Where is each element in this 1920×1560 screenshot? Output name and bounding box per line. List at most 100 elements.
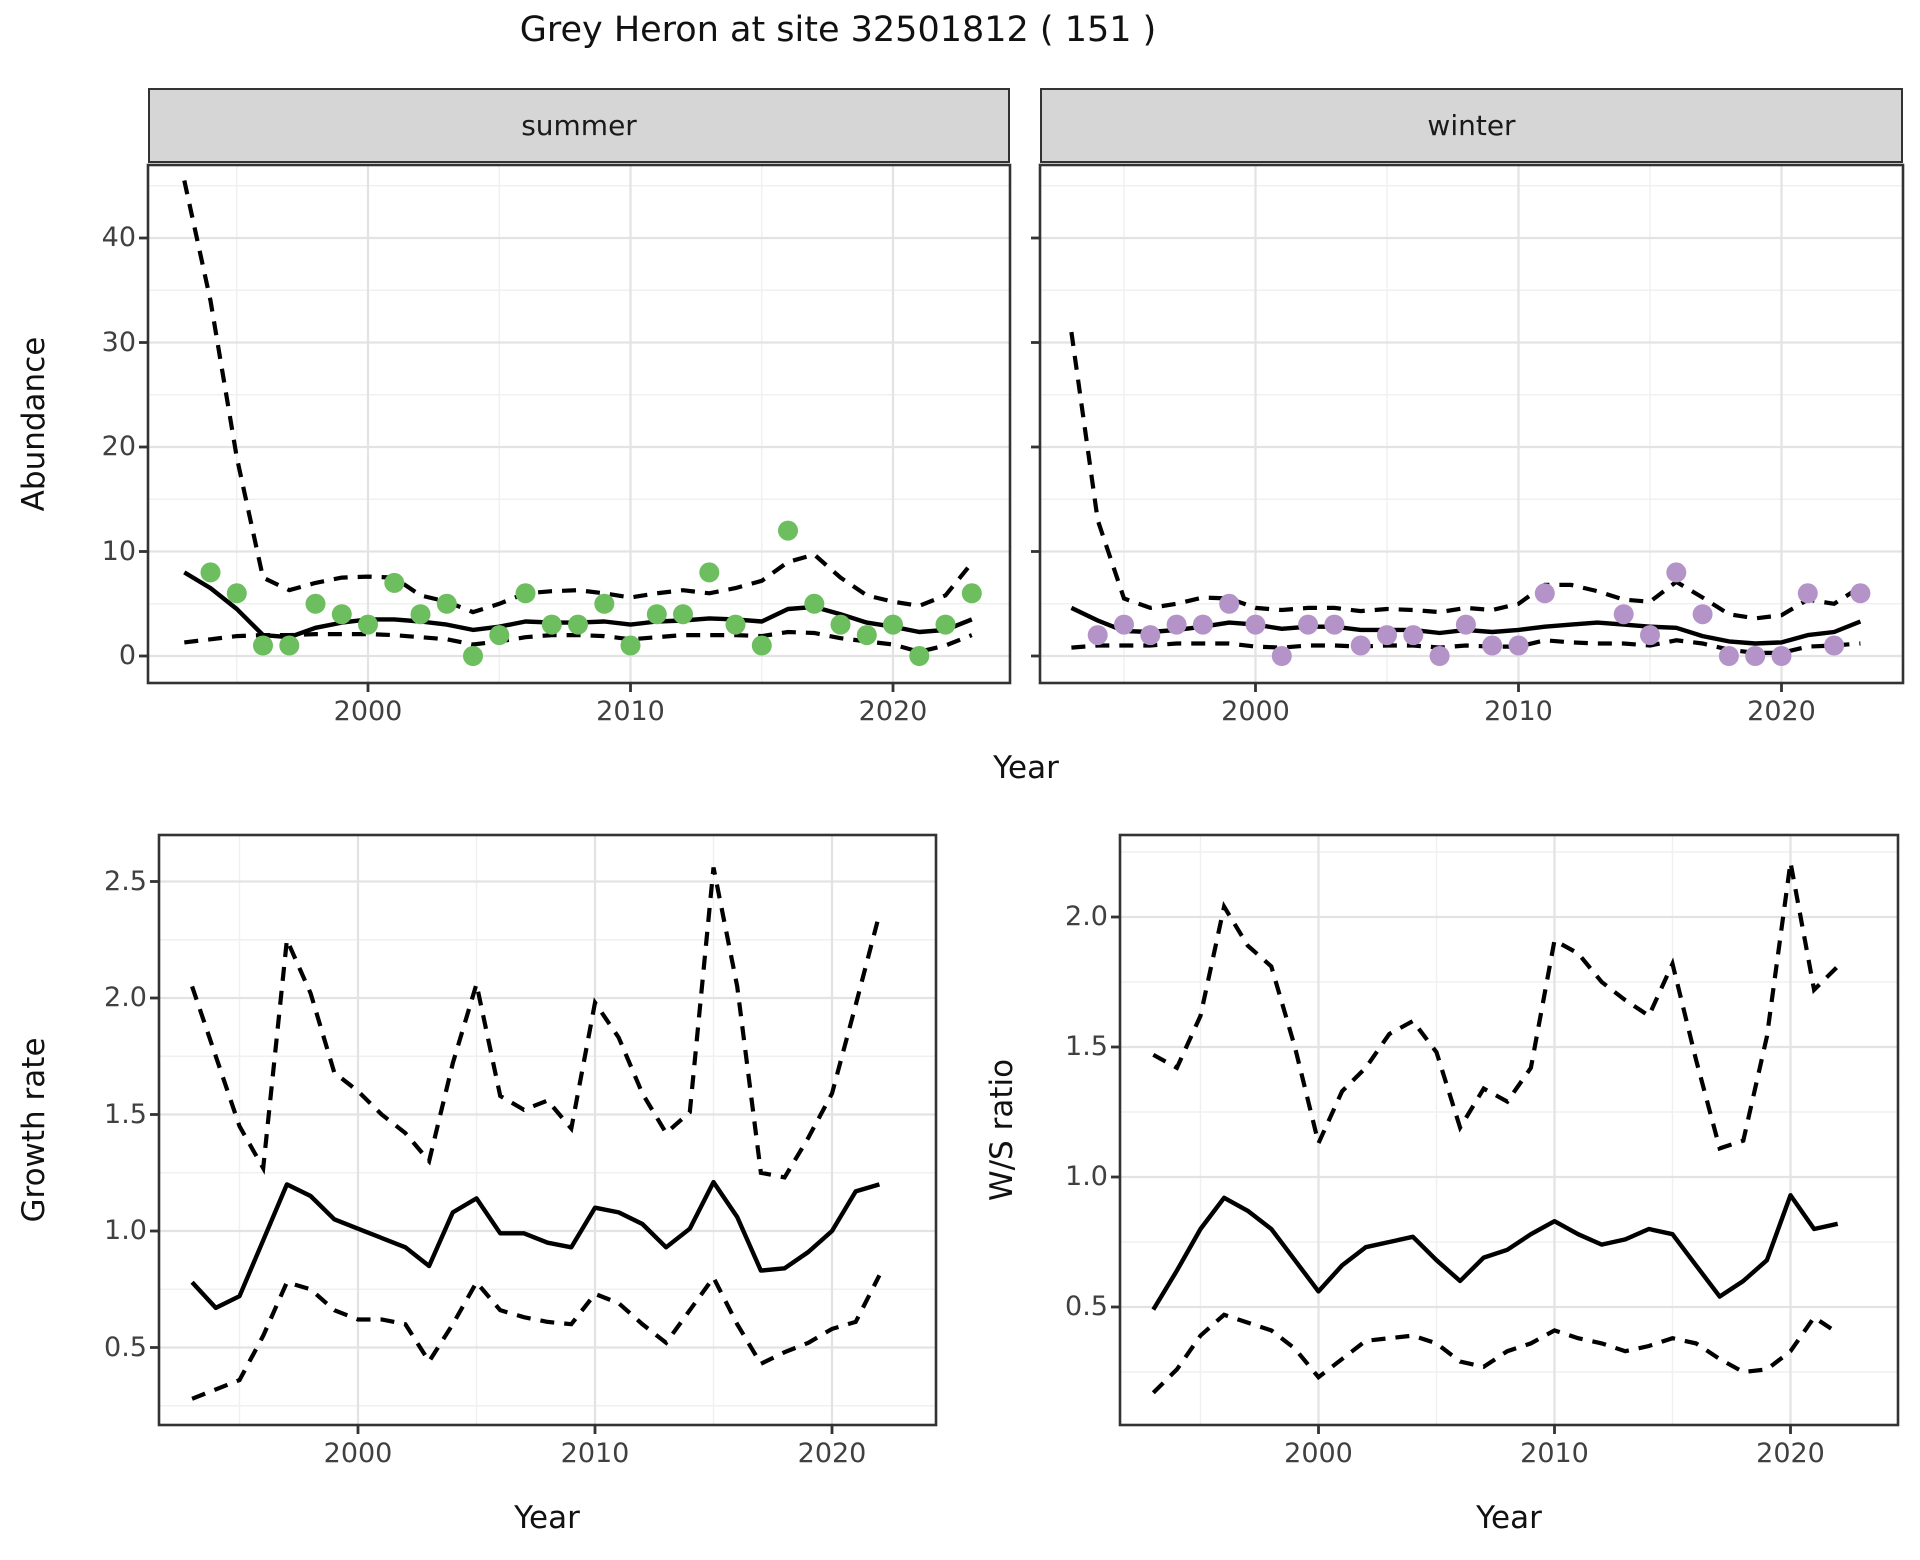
x-tick-label: 2000 bbox=[333, 696, 403, 727]
y-tick-label: 40 bbox=[101, 222, 136, 253]
facet-strip-winter: winter bbox=[1040, 88, 1903, 163]
data-point bbox=[1745, 646, 1766, 666]
data-point bbox=[541, 614, 562, 635]
panel-background bbox=[148, 165, 1010, 683]
y-tick-label: 0.5 bbox=[1065, 1291, 1108, 1322]
data-point bbox=[489, 625, 510, 646]
data-point bbox=[1245, 614, 1266, 635]
data-point bbox=[646, 604, 667, 625]
panel-ws-ratio bbox=[1111, 833, 1900, 1434]
median-line bbox=[1151, 1192, 1839, 1311]
y-tick-label: 1.0 bbox=[1065, 1161, 1108, 1192]
upper-ci-line bbox=[190, 867, 882, 1180]
data-point bbox=[1403, 625, 1424, 646]
ws-ratio-x-axis-label: Year bbox=[1476, 1500, 1542, 1536]
top-x-axis-label: Year bbox=[993, 750, 1059, 786]
growth-rate-x-axis-label: Year bbox=[514, 1500, 580, 1536]
data-point bbox=[410, 604, 431, 625]
y-tick-label: 30 bbox=[101, 326, 136, 358]
data-point bbox=[1850, 583, 1871, 604]
panel-background bbox=[1040, 165, 1903, 683]
data-point bbox=[751, 635, 772, 656]
data-point bbox=[1298, 614, 1319, 635]
data-point bbox=[1534, 583, 1555, 604]
y-tick-label: 20 bbox=[101, 431, 136, 462]
data-point bbox=[253, 635, 273, 656]
data-point bbox=[620, 635, 641, 656]
data-point bbox=[279, 635, 300, 656]
lower-ci-line bbox=[184, 629, 973, 654]
panel-border bbox=[1118, 833, 1900, 1427]
panel-abundance-summer bbox=[139, 163, 1012, 692]
x-tick-label: 2000 bbox=[1284, 1438, 1353, 1469]
data-point bbox=[305, 593, 326, 614]
panel-border bbox=[157, 833, 938, 1427]
y-tick-label: 0.5 bbox=[104, 1331, 147, 1363]
data-point bbox=[358, 614, 378, 635]
median-line bbox=[190, 1179, 881, 1311]
y-tick-label: 0 bbox=[118, 640, 136, 671]
data-point bbox=[226, 583, 247, 604]
y-tick-label: 1.5 bbox=[104, 1098, 147, 1130]
data-point bbox=[1613, 604, 1634, 625]
facet-strip-summer-label: summer bbox=[521, 109, 637, 142]
x-tick-label: 2000 bbox=[1221, 696, 1290, 727]
panel-abundance-winter bbox=[1031, 163, 1905, 692]
data-point bbox=[725, 614, 746, 635]
lower-ci-line bbox=[191, 1273, 882, 1401]
data-point bbox=[1640, 625, 1660, 646]
data-point bbox=[384, 572, 405, 593]
data-point bbox=[1140, 625, 1161, 646]
x-tick-label: 2010 bbox=[596, 696, 665, 727]
data-point bbox=[830, 614, 851, 635]
x-tick-label: 2020 bbox=[1747, 696, 1816, 727]
facet-strip-summer: summer bbox=[148, 88, 1010, 163]
data-point bbox=[935, 614, 956, 635]
upper-ci-line bbox=[182, 180, 974, 615]
data-point bbox=[1271, 646, 1292, 666]
data-point bbox=[961, 583, 982, 604]
y-tick-label: 2.0 bbox=[1065, 901, 1108, 932]
x-tick-label: 2020 bbox=[1756, 1438, 1825, 1469]
data-point bbox=[1666, 562, 1687, 583]
panel-growth-rate bbox=[150, 833, 938, 1434]
panel-background bbox=[1120, 835, 1898, 1425]
panel-border bbox=[1038, 163, 1905, 685]
data-point bbox=[594, 593, 615, 614]
data-point bbox=[1455, 614, 1476, 635]
abundance-y-axis-label: Abundance bbox=[16, 336, 52, 512]
data-point bbox=[883, 614, 903, 635]
data-point bbox=[200, 562, 221, 583]
data-point bbox=[1350, 635, 1371, 656]
data-point bbox=[699, 562, 720, 583]
data-point bbox=[1166, 614, 1187, 635]
y-tick-label: 2.0 bbox=[104, 982, 147, 1013]
data-point bbox=[856, 625, 877, 646]
data-point bbox=[331, 604, 352, 625]
data-point bbox=[1087, 625, 1108, 646]
y-tick-label: 1.5 bbox=[1065, 1031, 1108, 1062]
x-tick-label: 2000 bbox=[323, 1438, 393, 1469]
y-tick-label: 1.0 bbox=[104, 1215, 147, 1246]
data-point bbox=[515, 583, 536, 604]
data-point bbox=[1324, 614, 1345, 635]
data-point bbox=[1824, 635, 1845, 656]
upper-ci-line bbox=[1152, 862, 1840, 1152]
data-point bbox=[463, 646, 483, 666]
data-point bbox=[1192, 614, 1213, 635]
data-point bbox=[1114, 614, 1134, 635]
data-point bbox=[1429, 646, 1450, 666]
panel-background bbox=[159, 835, 936, 1425]
data-point bbox=[1482, 635, 1503, 656]
x-tick-label: 2020 bbox=[858, 696, 928, 727]
y-tick-label: 10 bbox=[101, 535, 136, 567]
data-point bbox=[1508, 635, 1529, 656]
data-point bbox=[1377, 625, 1397, 646]
lower-ci-line bbox=[1151, 1312, 1839, 1395]
data-point bbox=[1797, 583, 1818, 604]
data-point bbox=[1771, 646, 1792, 666]
data-point bbox=[1718, 646, 1739, 666]
x-tick-label: 2010 bbox=[1520, 1438, 1589, 1469]
